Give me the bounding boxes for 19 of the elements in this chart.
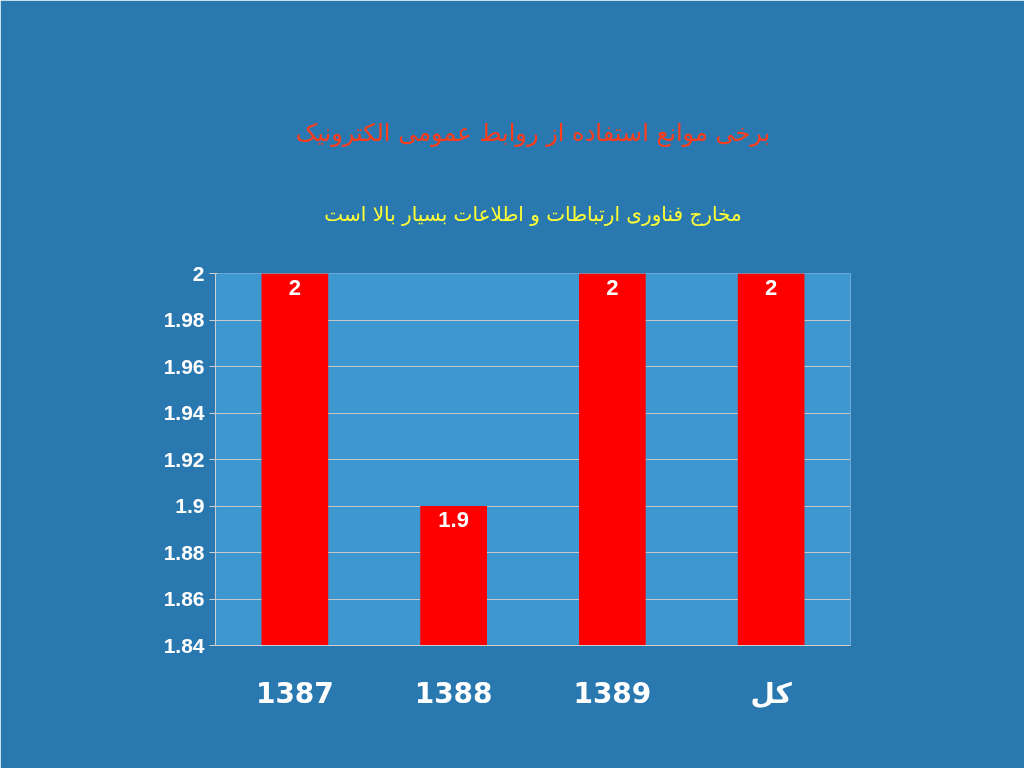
y-tick-label: 2: [192, 261, 205, 285]
chart-title: برخی موانع استفاده از روابط عمومی الکترونیک: [295, 118, 771, 147]
data-label: 2: [765, 274, 778, 300]
y-tick-label: 1.9: [175, 494, 205, 517]
y-tick-label: 1.94: [163, 401, 205, 424]
chart-subtitle: مخارج فناوری ارتباطات و اطلاعات بسیار بالا است: [324, 202, 742, 226]
y-tick-label: 1.86: [163, 587, 205, 610]
y-tick-label: 1.98: [163, 308, 205, 331]
x-tick-label: 1387: [255, 676, 334, 710]
y-tick-label: 1.92: [163, 447, 205, 471]
x-tick-label: کل: [750, 676, 793, 710]
y-tick-label: 1.96: [163, 354, 205, 378]
y-tick-label: 1.88: [163, 540, 205, 564]
data-label: 1.9: [438, 507, 469, 532]
x-tick-label: 1389: [573, 676, 652, 710]
x-tick-label: 1388: [414, 676, 493, 710]
y-tick-label: 1.84: [163, 633, 205, 657]
data-label: 2: [606, 274, 619, 300]
data-label: 2: [288, 274, 302, 300]
